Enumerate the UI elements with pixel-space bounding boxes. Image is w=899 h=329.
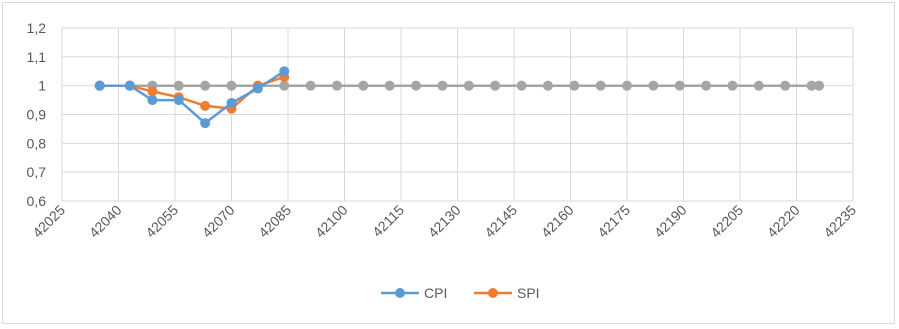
data-point [173, 80, 184, 91]
data-point [595, 80, 606, 91]
series-baseline [94, 80, 825, 91]
x-tick-label: 42115 [369, 202, 407, 240]
x-tick-label: 42190 [651, 202, 690, 241]
data-point [252, 83, 263, 94]
data-point [542, 80, 553, 91]
data-point [463, 80, 474, 91]
data-point [94, 80, 105, 91]
data-point [780, 80, 791, 91]
legend-label: CPI [424, 285, 447, 301]
chart-frame [2, 2, 895, 324]
x-tick-label: 42205 [707, 202, 746, 241]
data-point [674, 80, 685, 91]
data-point [753, 80, 764, 91]
data-point [411, 80, 422, 91]
data-point [200, 80, 211, 91]
data-point [226, 97, 237, 108]
data-point [279, 80, 290, 91]
data-point [124, 80, 135, 91]
data-point [305, 80, 316, 91]
data-point [806, 80, 817, 91]
y-tick-label: 0,9 [27, 107, 47, 123]
x-tick-label: 42235 [820, 202, 859, 241]
x-tick-label: 42175 [594, 202, 633, 241]
data-point [727, 80, 738, 91]
legend-label: SPI [517, 285, 540, 301]
gridlines [61, 27, 854, 202]
data-point [490, 80, 501, 91]
series-cpi [94, 66, 290, 129]
data-point [384, 80, 395, 91]
data-point [279, 66, 290, 77]
x-tick-label: 42130 [425, 202, 464, 241]
data-point [226, 80, 237, 91]
legend-swatch-marker [488, 288, 498, 298]
data-point [569, 80, 580, 91]
x-tick-label: 42160 [538, 202, 577, 241]
data-point [200, 100, 211, 111]
x-tick-label: 42040 [86, 202, 125, 241]
series-line [99, 70, 285, 125]
data-point [173, 95, 184, 106]
data-point [437, 80, 448, 91]
y-tick-label: 0,6 [27, 193, 47, 209]
data-point [516, 80, 527, 91]
legend: CPI SPI [381, 285, 540, 301]
series-layer [94, 66, 825, 129]
data-point [701, 80, 712, 91]
data-point [622, 80, 632, 91]
x-tick-label: 42070 [199, 202, 238, 241]
x-tick-label: 42055 [142, 202, 181, 241]
x-axis-ticks: 42025 42040 42055 42070 42085 42100 42115 42130… [29, 202, 859, 241]
y-tick-label: 0,8 [27, 135, 47, 151]
data-point [358, 80, 369, 91]
data-point [648, 80, 659, 91]
x-tick-label: 42220 [764, 202, 803, 241]
data-point [814, 80, 825, 91]
data-point [147, 95, 158, 106]
x-tick-label: 42085 [255, 202, 294, 241]
x-tick-label: 42145 [481, 202, 520, 241]
y-axis-ticks: 0,6 0,7 0,8 0,9 1 1,1 1,2 [27, 20, 47, 209]
legend-item-cpi: CPI [381, 285, 447, 301]
data-point [331, 80, 342, 91]
y-tick-label: 1,2 [27, 20, 47, 36]
y-tick-label: 1,1 [27, 49, 47, 65]
x-tick-label: 42100 [312, 202, 351, 241]
data-point [147, 86, 158, 97]
y-tick-label: 1 [38, 78, 46, 94]
legend-item-spi: SPI [474, 285, 540, 301]
data-point [200, 118, 211, 129]
y-tick-label: 0,7 [27, 164, 47, 180]
legend-swatch-marker [395, 288, 405, 298]
